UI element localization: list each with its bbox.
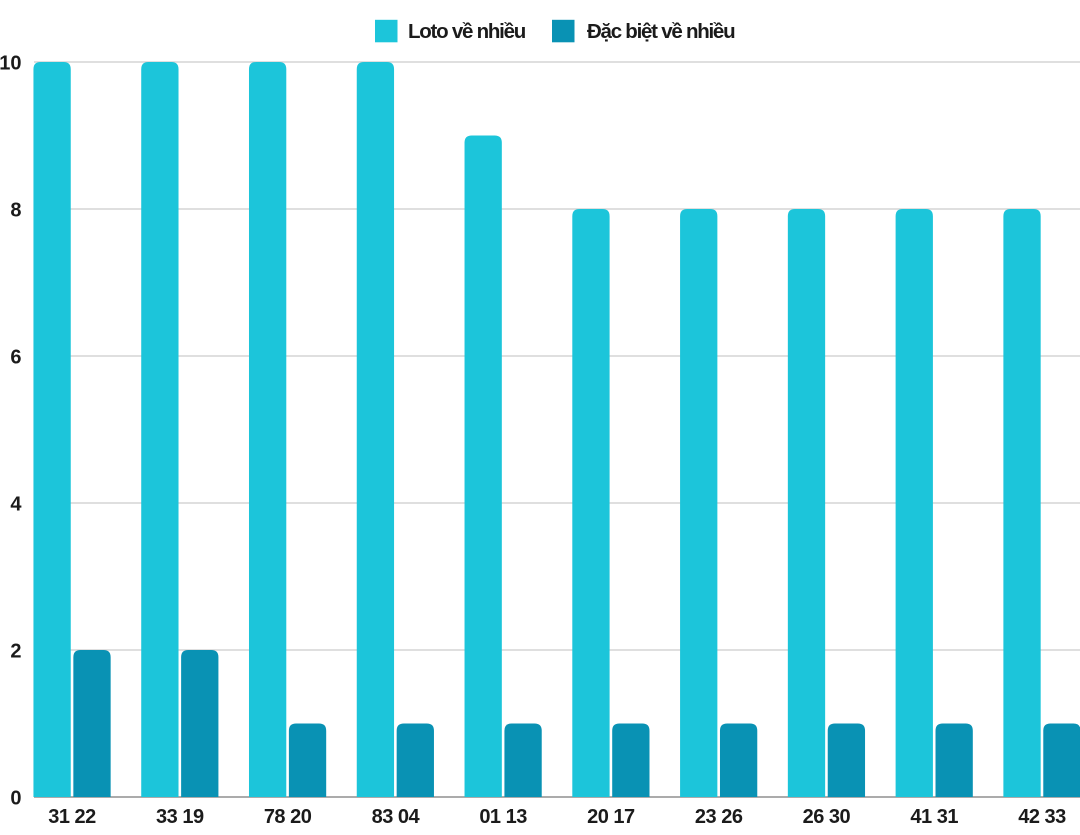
svg-text:33 19: 33 19 bbox=[156, 806, 204, 828]
svg-text:01 13: 01 13 bbox=[479, 806, 527, 828]
svg-text:78 20: 78 20 bbox=[264, 806, 312, 828]
svg-text:6: 6 bbox=[10, 346, 21, 368]
svg-text:4: 4 bbox=[10, 493, 22, 515]
svg-text:23 26: 23 26 bbox=[695, 806, 743, 828]
svg-text:Đặc biệt về nhiều: Đặc biệt về nhiều bbox=[587, 20, 735, 43]
svg-text:0: 0 bbox=[10, 787, 21, 809]
svg-text:10: 10 bbox=[0, 52, 22, 74]
svg-text:26 30: 26 30 bbox=[803, 806, 851, 828]
svg-text:31 22: 31 22 bbox=[48, 806, 96, 828]
svg-text:42 33: 42 33 bbox=[1018, 806, 1066, 828]
svg-text:8: 8 bbox=[10, 199, 21, 221]
svg-text:20 17: 20 17 bbox=[587, 806, 635, 828]
svg-text:83 04: 83 04 bbox=[372, 806, 421, 828]
svg-text:41 31: 41 31 bbox=[910, 806, 958, 828]
svg-text:Loto về nhiều: Loto về nhiều bbox=[408, 20, 526, 43]
svg-text:2: 2 bbox=[10, 640, 21, 662]
